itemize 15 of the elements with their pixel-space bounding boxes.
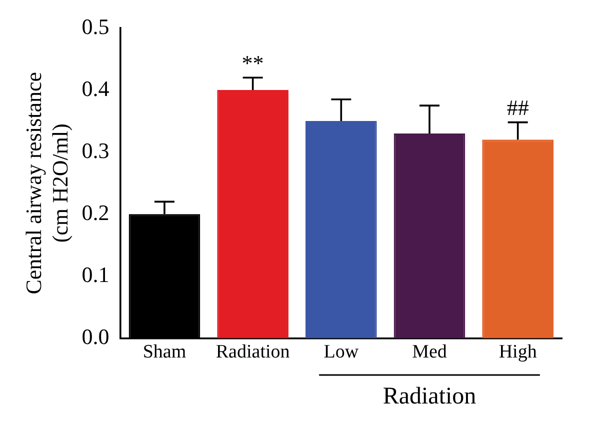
x-tick-label: Low xyxy=(324,342,359,363)
y-tick-label: 0.1 xyxy=(82,262,110,287)
annotation: ## xyxy=(506,95,529,120)
x-tick-label: Med xyxy=(412,342,448,363)
x-tick-label: Radiation xyxy=(216,342,290,363)
y-tick-label: 0.4 xyxy=(82,76,110,101)
y-tick-label: 0.3 xyxy=(82,138,110,163)
x-tick-label: Sham xyxy=(142,342,186,363)
y-tick-label: 0.5 xyxy=(82,14,110,39)
annotation: ** xyxy=(242,50,264,76)
y-tick-label: 0.2 xyxy=(82,200,110,225)
x-tick-label: High xyxy=(498,342,538,363)
y-axis-title: Central airway resistance (cm H2O/ml) xyxy=(20,72,72,294)
text: Radiation xyxy=(382,383,476,410)
y-tick-label: 0.0 xyxy=(82,324,110,349)
